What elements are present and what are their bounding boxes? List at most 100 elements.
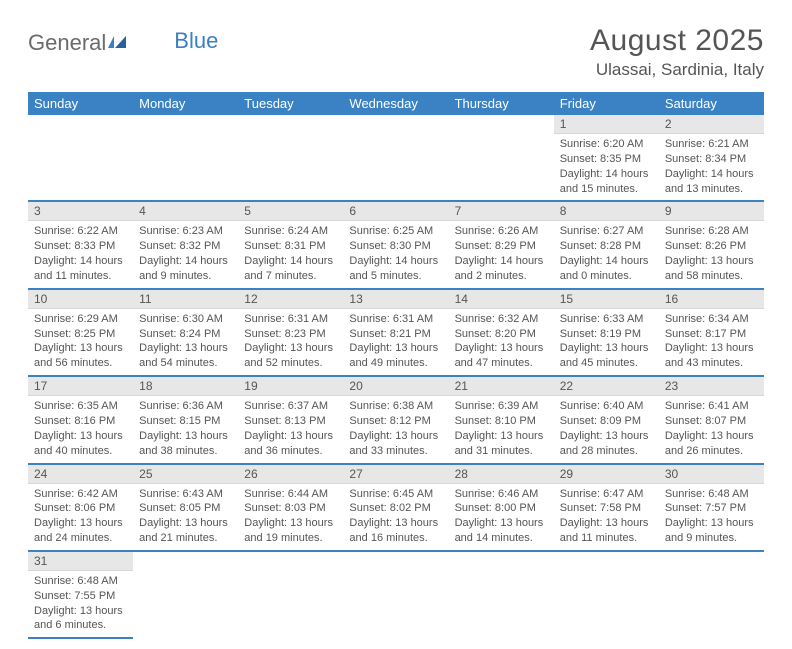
daylight-text: Daylight: 13 hours and 16 minutes. (349, 516, 442, 546)
day-body: Sunrise: 6:24 AMSunset: 8:31 PMDaylight:… (238, 221, 343, 287)
calendar-cell: 2Sunrise: 6:21 AMSunset: 8:34 PMDaylight… (659, 115, 764, 201)
sunset-text: Sunset: 8:16 PM (34, 414, 127, 429)
daylight-text: Daylight: 13 hours and 14 minutes. (455, 516, 548, 546)
daylight-text: Daylight: 14 hours and 9 minutes. (139, 254, 232, 284)
sunset-text: Sunset: 8:24 PM (139, 327, 232, 342)
sunset-text: Sunset: 8:32 PM (139, 239, 232, 254)
day-number: 6 (343, 202, 448, 221)
calendar-cell: 31Sunrise: 6:48 AMSunset: 7:55 PMDayligh… (28, 551, 133, 638)
day-number: 27 (343, 465, 448, 484)
sunset-text: Sunset: 8:09 PM (560, 414, 653, 429)
sunset-text: Sunset: 8:21 PM (349, 327, 442, 342)
sunset-text: Sunset: 8:25 PM (34, 327, 127, 342)
sunrise-text: Sunrise: 6:31 AM (349, 312, 442, 327)
col-friday: Friday (554, 92, 659, 115)
calendar-cell (449, 551, 554, 638)
calendar-cell: 22Sunrise: 6:40 AMSunset: 8:09 PMDayligh… (554, 376, 659, 463)
sunset-text: Sunset: 8:07 PM (665, 414, 758, 429)
day-body: Sunrise: 6:37 AMSunset: 8:13 PMDaylight:… (238, 396, 343, 462)
day-number: 13 (343, 290, 448, 309)
day-body: Sunrise: 6:31 AMSunset: 8:21 PMDaylight:… (343, 309, 448, 375)
sunset-text: Sunset: 8:12 PM (349, 414, 442, 429)
calendar-cell: 13Sunrise: 6:31 AMSunset: 8:21 PMDayligh… (343, 289, 448, 376)
sunset-text: Sunset: 8:15 PM (139, 414, 232, 429)
day-number: 4 (133, 202, 238, 221)
calendar-cell: 11Sunrise: 6:30 AMSunset: 8:24 PMDayligh… (133, 289, 238, 376)
day-number: 21 (449, 377, 554, 396)
daylight-text: Daylight: 13 hours and 54 minutes. (139, 341, 232, 371)
sunset-text: Sunset: 8:34 PM (665, 152, 758, 167)
sunset-text: Sunset: 8:10 PM (455, 414, 548, 429)
calendar-cell (133, 551, 238, 638)
day-body: Sunrise: 6:47 AMSunset: 7:58 PMDaylight:… (554, 484, 659, 550)
calendar-cell (554, 551, 659, 638)
calendar-cell: 3Sunrise: 6:22 AMSunset: 8:33 PMDaylight… (28, 201, 133, 288)
calendar-table: Sunday Monday Tuesday Wednesday Thursday… (28, 92, 764, 639)
day-number: 25 (133, 465, 238, 484)
day-body: Sunrise: 6:44 AMSunset: 8:03 PMDaylight:… (238, 484, 343, 550)
day-number: 18 (133, 377, 238, 396)
sunset-text: Sunset: 8:29 PM (455, 239, 548, 254)
day-body: Sunrise: 6:32 AMSunset: 8:20 PMDaylight:… (449, 309, 554, 375)
col-tuesday: Tuesday (238, 92, 343, 115)
sunrise-text: Sunrise: 6:27 AM (560, 224, 653, 239)
sunset-text: Sunset: 8:30 PM (349, 239, 442, 254)
page-header: General Blue August 2025 Ulassai, Sardin… (28, 24, 764, 80)
calendar-cell: 12Sunrise: 6:31 AMSunset: 8:23 PMDayligh… (238, 289, 343, 376)
calendar-cell: 1Sunrise: 6:20 AMSunset: 8:35 PMDaylight… (554, 115, 659, 201)
day-body: Sunrise: 6:31 AMSunset: 8:23 PMDaylight:… (238, 309, 343, 375)
day-number: 2 (659, 115, 764, 134)
daylight-text: Daylight: 14 hours and 0 minutes. (560, 254, 653, 284)
calendar-row: 1Sunrise: 6:20 AMSunset: 8:35 PMDaylight… (28, 115, 764, 201)
logo-flag-icon (108, 30, 130, 56)
day-body: Sunrise: 6:26 AMSunset: 8:29 PMDaylight:… (449, 221, 554, 287)
day-number: 11 (133, 290, 238, 309)
day-number: 30 (659, 465, 764, 484)
day-body: Sunrise: 6:33 AMSunset: 8:19 PMDaylight:… (554, 309, 659, 375)
day-body: Sunrise: 6:30 AMSunset: 8:24 PMDaylight:… (133, 309, 238, 375)
calendar-cell: 6Sunrise: 6:25 AMSunset: 8:30 PMDaylight… (343, 201, 448, 288)
daylight-text: Daylight: 13 hours and 45 minutes. (560, 341, 653, 371)
calendar-cell: 10Sunrise: 6:29 AMSunset: 8:25 PMDayligh… (28, 289, 133, 376)
day-number: 24 (28, 465, 133, 484)
title-block: August 2025 Ulassai, Sardinia, Italy (590, 24, 764, 80)
daylight-text: Daylight: 13 hours and 58 minutes. (665, 254, 758, 284)
sunrise-text: Sunrise: 6:41 AM (665, 399, 758, 414)
sunset-text: Sunset: 8:20 PM (455, 327, 548, 342)
col-monday: Monday (133, 92, 238, 115)
day-number: 26 (238, 465, 343, 484)
calendar-cell (238, 115, 343, 201)
daylight-text: Daylight: 13 hours and 31 minutes. (455, 429, 548, 459)
sunrise-text: Sunrise: 6:20 AM (560, 137, 653, 152)
sunrise-text: Sunrise: 6:31 AM (244, 312, 337, 327)
calendar-cell (343, 551, 448, 638)
calendar-row: 24Sunrise: 6:42 AMSunset: 8:06 PMDayligh… (28, 464, 764, 551)
calendar-cell (133, 115, 238, 201)
day-body: Sunrise: 6:25 AMSunset: 8:30 PMDaylight:… (343, 221, 448, 287)
daylight-text: Daylight: 13 hours and 49 minutes. (349, 341, 442, 371)
sunset-text: Sunset: 8:03 PM (244, 501, 337, 516)
calendar-cell: 17Sunrise: 6:35 AMSunset: 8:16 PMDayligh… (28, 376, 133, 463)
calendar-cell: 28Sunrise: 6:46 AMSunset: 8:00 PMDayligh… (449, 464, 554, 551)
day-number: 19 (238, 377, 343, 396)
calendar-cell: 30Sunrise: 6:48 AMSunset: 7:57 PMDayligh… (659, 464, 764, 551)
day-number: 28 (449, 465, 554, 484)
calendar-cell: 9Sunrise: 6:28 AMSunset: 8:26 PMDaylight… (659, 201, 764, 288)
day-number: 17 (28, 377, 133, 396)
day-body: Sunrise: 6:42 AMSunset: 8:06 PMDaylight:… (28, 484, 133, 550)
daylight-text: Daylight: 13 hours and 38 minutes. (139, 429, 232, 459)
sunset-text: Sunset: 8:35 PM (560, 152, 653, 167)
calendar-body: 1Sunrise: 6:20 AMSunset: 8:35 PMDaylight… (28, 115, 764, 638)
sunset-text: Sunset: 8:26 PM (665, 239, 758, 254)
sunrise-text: Sunrise: 6:36 AM (139, 399, 232, 414)
day-number: 15 (554, 290, 659, 309)
day-body: Sunrise: 6:23 AMSunset: 8:32 PMDaylight:… (133, 221, 238, 287)
day-number: 1 (554, 115, 659, 134)
day-body: Sunrise: 6:20 AMSunset: 8:35 PMDaylight:… (554, 134, 659, 200)
daylight-text: Daylight: 13 hours and 36 minutes. (244, 429, 337, 459)
day-body: Sunrise: 6:29 AMSunset: 8:25 PMDaylight:… (28, 309, 133, 375)
sunset-text: Sunset: 8:33 PM (34, 239, 127, 254)
sunset-text: Sunset: 8:02 PM (349, 501, 442, 516)
sunset-text: Sunset: 8:13 PM (244, 414, 337, 429)
calendar-cell: 18 Sunrise: 6:36 AMSunset: 8:15 PMDayligh… (133, 376, 238, 463)
